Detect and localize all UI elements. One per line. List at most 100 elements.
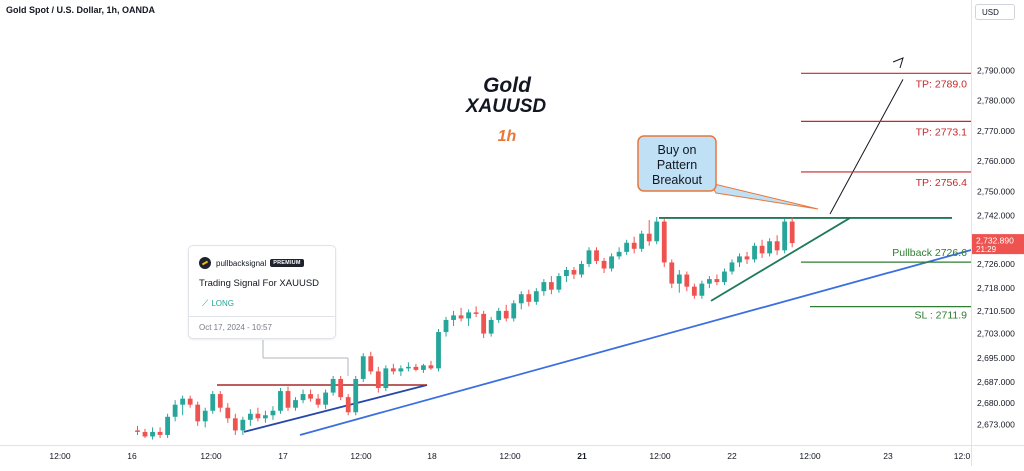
candle — [631, 236, 637, 254]
candle-body — [481, 313, 487, 334]
candle-body — [601, 260, 607, 269]
candle-body — [774, 241, 780, 251]
candle — [368, 351, 374, 375]
forecast-arrow-head — [892, 57, 904, 69]
y-tick-label: 2,687.000 — [977, 377, 1015, 387]
candle-body — [187, 398, 193, 405]
candle — [496, 307, 502, 323]
candle — [187, 395, 193, 408]
candle-body — [406, 366, 411, 369]
premium-badge: PREMIUM — [270, 259, 304, 267]
candle-body — [293, 400, 298, 408]
currency-selector[interactable]: USD — [975, 4, 1015, 20]
candle-body — [676, 274, 682, 284]
candle-body — [458, 315, 464, 319]
candle — [511, 300, 517, 322]
y-tick-label: 2,780.000 — [977, 96, 1015, 106]
candle — [609, 253, 614, 272]
candle — [300, 389, 306, 404]
candle — [548, 276, 554, 295]
candle-body — [157, 431, 163, 435]
candle — [699, 280, 705, 299]
y-tick-label: 2,726.000 — [977, 259, 1015, 269]
candle-body — [646, 233, 652, 242]
candle-body — [375, 371, 381, 389]
card-title: Trading Signal For XAUUSD — [199, 278, 320, 289]
y-tick-label: 2,750.000 — [977, 186, 1015, 196]
candle-body — [654, 221, 660, 242]
callout[interactable]: Buy on Pattern Breakout — [637, 135, 819, 210]
candle-body — [330, 378, 336, 393]
candle-body — [684, 274, 690, 287]
candle — [458, 307, 464, 322]
candle-body — [752, 245, 757, 260]
candle-body — [669, 262, 675, 284]
candle — [533, 288, 539, 305]
y-tick-label: 2,770.000 — [977, 126, 1015, 136]
candle-body — [180, 398, 186, 405]
candle — [142, 428, 148, 438]
candle — [338, 375, 344, 401]
candle-body — [744, 256, 750, 260]
candle — [571, 266, 577, 280]
candle-body — [639, 233, 645, 249]
candle — [488, 316, 494, 337]
candle-body — [571, 270, 577, 275]
candle-body — [759, 245, 765, 254]
x-tick-label: 12:00 — [200, 451, 222, 461]
long-trend-line — [299, 249, 972, 436]
candle-body — [616, 251, 622, 257]
candle — [767, 238, 772, 257]
candle-body — [360, 356, 366, 379]
candle-body — [511, 303, 517, 319]
candle — [421, 363, 426, 373]
candle — [353, 375, 359, 416]
candle — [466, 309, 471, 326]
candle — [443, 316, 449, 337]
candle-body — [526, 294, 532, 302]
candle — [345, 394, 351, 416]
candle — [308, 389, 313, 402]
candle — [217, 391, 223, 413]
candle-body — [782, 221, 788, 251]
candle — [172, 400, 178, 422]
candle-body — [172, 404, 178, 417]
candle — [729, 259, 735, 275]
candle-body — [691, 286, 697, 296]
candle-body — [707, 279, 712, 284]
candle-body — [255, 413, 261, 419]
x-tick-label: 17 — [278, 451, 288, 461]
candle-body — [699, 283, 705, 296]
candle — [360, 353, 366, 382]
candle — [579, 260, 584, 278]
y-tick-label: 2,695.000 — [977, 353, 1015, 363]
y-tick-label: 2,680.000 — [977, 398, 1015, 408]
candle — [676, 270, 682, 293]
x-tick-label: 22 — [727, 451, 737, 461]
candle — [330, 375, 336, 396]
candle-body — [232, 418, 238, 431]
candle — [413, 363, 419, 372]
callout-text-line-2: Pattern — [657, 158, 697, 172]
candle — [737, 253, 742, 267]
overlay-ticker: XAUUSD — [465, 96, 547, 117]
x-tick-label: 21 — [577, 451, 587, 461]
signal-card[interactable]: pullbacksignal PREMIUM Trading Signal Fo… — [188, 245, 336, 339]
candle — [315, 394, 321, 408]
candle-body — [383, 368, 389, 389]
candle-body — [533, 291, 539, 302]
candle-body — [210, 394, 216, 411]
candle — [691, 283, 697, 299]
candle-body — [135, 430, 140, 432]
candle-body — [225, 407, 231, 419]
pattern-support-line — [710, 217, 851, 302]
candle — [375, 366, 381, 393]
countdown-label: 21:29 — [976, 245, 997, 254]
x-tick-label: 23 — [883, 451, 893, 461]
candle — [270, 406, 276, 420]
callout-text-line-3: Breakout — [652, 173, 703, 187]
candle-body — [541, 282, 547, 292]
candle-body — [285, 391, 291, 408]
